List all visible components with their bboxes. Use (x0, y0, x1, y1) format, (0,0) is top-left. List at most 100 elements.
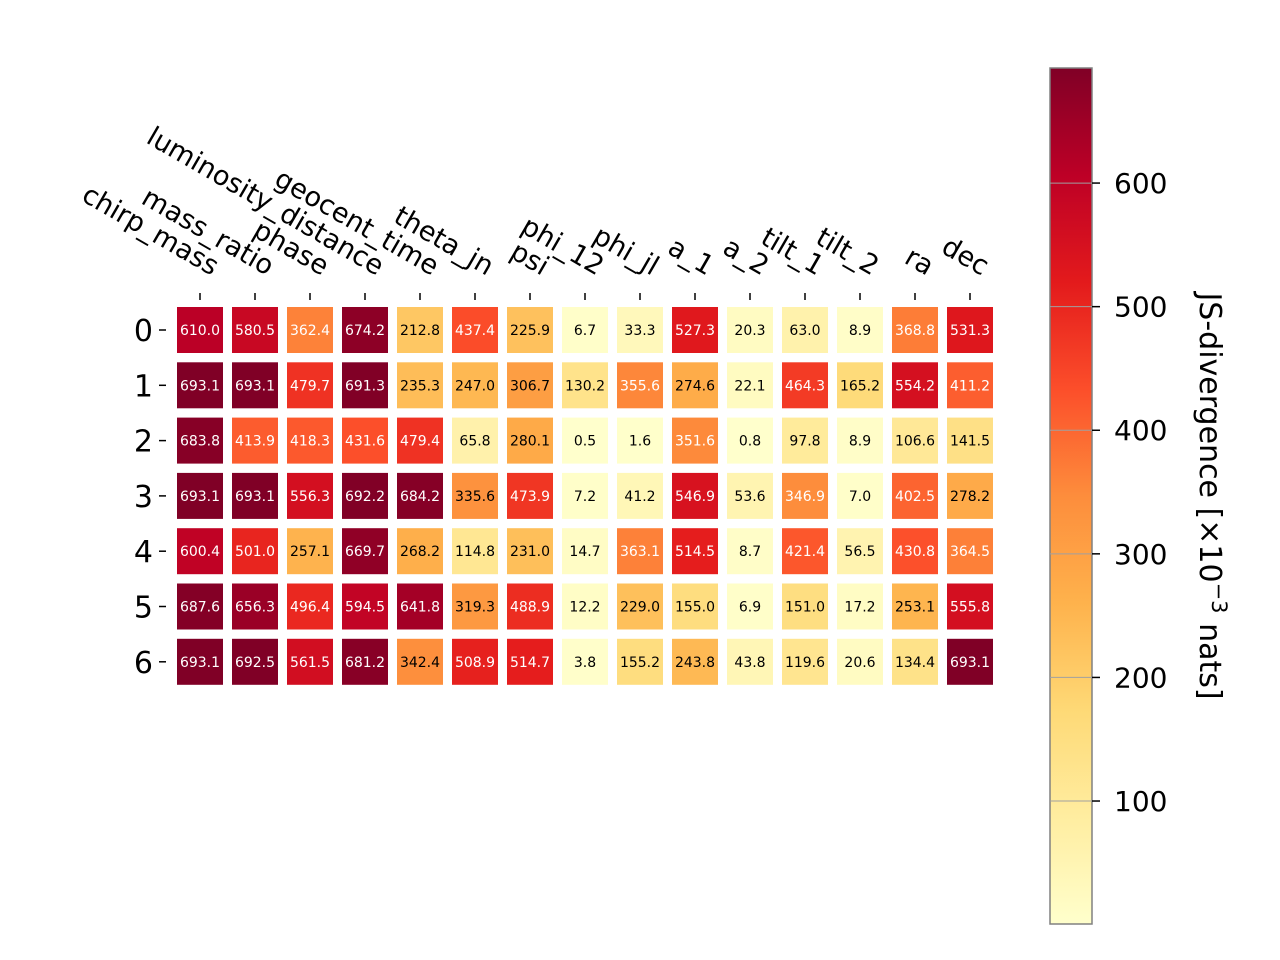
heatmap-cell (342, 528, 388, 575)
cell-value-label: 20.3 (734, 323, 765, 339)
y-tick-label: 5 (134, 591, 153, 626)
cell-value-label: 464.3 (785, 378, 825, 394)
heatmap-cell (232, 417, 278, 464)
heatmap-cell (892, 638, 938, 685)
cell-value-label: 225.9 (510, 323, 550, 339)
heatmap-cell (617, 307, 663, 353)
cell-value-label: 141.5 (950, 434, 990, 450)
heatmap-cell (232, 638, 278, 685)
cell-value-label: 594.5 (345, 600, 385, 616)
heatmap-cell (232, 528, 278, 575)
cell-value-label: 231.0 (510, 544, 550, 560)
heatmap-cell (287, 528, 333, 575)
cell-value-label: 669.7 (345, 544, 385, 560)
heatmap-cell (177, 583, 223, 630)
heatmap-cell (947, 528, 993, 575)
heatmap-cell (892, 528, 938, 575)
colorbar-gradient (1049, 67, 1093, 925)
cell-value-label: 33.3 (624, 323, 655, 339)
heatmap-cell (562, 583, 608, 630)
cell-value-label: 693.1 (180, 655, 220, 671)
y-tick-label: 4 (134, 535, 153, 570)
heatmap-cell (782, 472, 828, 519)
heatmap-cell (672, 528, 718, 575)
cell-value-label: 274.6 (675, 378, 715, 394)
cell-value-label: 257.1 (290, 544, 330, 560)
cell-value-label: 692.5 (235, 655, 275, 671)
heatmap-cell (287, 362, 333, 409)
heatmap-cell (342, 583, 388, 630)
heatmap-cell (782, 583, 828, 630)
y-tick-label: 2 (134, 425, 153, 460)
cell-value-label: 235.3 (400, 378, 440, 394)
heatmap-cell (507, 583, 553, 630)
x-tick-label: a_1 (663, 232, 719, 282)
heatmap-cell (617, 472, 663, 519)
heatmap-cell (507, 528, 553, 575)
cell-value-label: 335.6 (455, 489, 495, 505)
heatmap-cell (452, 528, 498, 575)
cell-value-label: 364.5 (950, 544, 990, 560)
cell-value-label: 681.2 (345, 655, 385, 671)
colorbar-tick-label: 100 (1114, 785, 1167, 818)
heatmap-cell (177, 528, 223, 575)
heatmap-cell (177, 472, 223, 519)
heatmap-cell (177, 638, 223, 685)
cell-value-label: 693.1 (950, 655, 990, 671)
cell-value-label: 114.8 (455, 544, 495, 560)
heatmap-cell (892, 362, 938, 409)
heatmap-cell (727, 528, 773, 575)
heatmap-cell (672, 583, 718, 630)
heatmap-cell (562, 362, 608, 409)
heatmap-cell (727, 307, 773, 353)
cell-value-label: 20.6 (844, 655, 875, 671)
y-tick-label: 1 (134, 369, 153, 404)
heatmap-cell (727, 472, 773, 519)
cell-value-label: 684.2 (400, 489, 440, 505)
y-tick-label: 0 (134, 314, 153, 349)
cell-value-label: 514.5 (675, 544, 715, 560)
cell-value-label: 0.5 (574, 434, 596, 450)
cell-value-label: 693.1 (235, 378, 275, 394)
heatmap-cell (397, 362, 443, 409)
cell-value-label: 12.2 (569, 600, 600, 616)
cell-value-label: 212.8 (400, 323, 440, 339)
heatmap-cell (562, 307, 608, 353)
cell-value-label: 0.8 (739, 434, 761, 450)
heatmap-cell (782, 307, 828, 353)
cell-value-label: 14.7 (569, 544, 600, 560)
heatmap-cell (287, 472, 333, 519)
heatmap-cell (232, 583, 278, 630)
cell-value-label: 479.7 (290, 378, 330, 394)
heatmap-cell (342, 638, 388, 685)
heatmap-cell (892, 307, 938, 353)
heatmap-cell (562, 528, 608, 575)
cell-value-label: 56.5 (844, 544, 875, 560)
cell-value-label: 362.4 (290, 323, 330, 339)
heatmap-cell (397, 307, 443, 353)
heatmap-cell (287, 583, 333, 630)
heatmap-cell (397, 528, 443, 575)
heatmap-cell (562, 638, 608, 685)
heatmap-cell (727, 417, 773, 464)
heatmap-cell (397, 472, 443, 519)
colorbar-tick-label: 200 (1114, 661, 1167, 694)
heatmap-cell (947, 417, 993, 464)
cell-value-label: 229.0 (620, 600, 660, 616)
colorbar: 100 200 300 400 500 600 JS-divergence [×10−3 … (1049, 67, 1231, 925)
heatmap-cell (177, 417, 223, 464)
heatmap-cell (672, 472, 718, 519)
cell-value-label: 43.8 (734, 655, 765, 671)
cell-value-label: 421.4 (785, 544, 825, 560)
cell-value-label: 600.4 (180, 544, 220, 560)
cell-value-label: 155.0 (675, 600, 715, 616)
x-tick-label: ra (900, 241, 939, 282)
heatmap-cell (342, 417, 388, 464)
heatmap-cell (617, 528, 663, 575)
cell-value-label: 437.4 (455, 323, 495, 339)
heatmap-cell (947, 362, 993, 409)
cell-value-label: 119.6 (785, 655, 825, 671)
colorbar-ticks: 100 200 300 400 500 600 (1050, 167, 1167, 818)
cell-value-label: 253.1 (895, 600, 935, 616)
heatmap-cell (617, 583, 663, 630)
